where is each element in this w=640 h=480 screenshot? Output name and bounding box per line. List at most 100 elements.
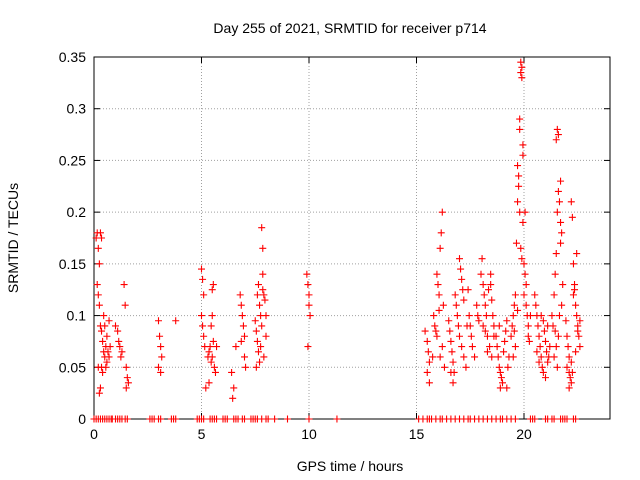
data-point [96, 229, 104, 237]
data-point [565, 384, 573, 392]
data-point [555, 312, 563, 320]
data-point [540, 327, 548, 335]
data-point [261, 296, 269, 304]
data-point [507, 332, 515, 340]
data-point [563, 363, 571, 371]
data-point [105, 353, 113, 361]
data-point [499, 379, 506, 387]
data-point [531, 291, 539, 299]
data-point [573, 312, 581, 320]
data-point [558, 301, 566, 309]
y-tick-label: 0.1 [67, 308, 87, 324]
data-point [106, 343, 114, 351]
data-point [155, 317, 162, 325]
data-point [568, 368, 576, 376]
data-point [479, 322, 487, 330]
data-point [567, 198, 575, 206]
data-point [489, 312, 497, 320]
data-point [156, 332, 164, 340]
data-point [172, 415, 180, 423]
data-point [223, 415, 231, 423]
data-points [90, 58, 584, 423]
data-point [542, 374, 549, 382]
grid-lines [94, 57, 610, 419]
data-point [526, 312, 534, 320]
data-point [536, 343, 544, 351]
data-point [445, 317, 453, 325]
data-point [105, 317, 113, 325]
data-point [228, 368, 236, 376]
data-point [557, 218, 565, 226]
data-point [552, 136, 560, 144]
data-point [511, 343, 519, 351]
data-point [521, 270, 529, 278]
data-point [478, 255, 486, 263]
data-point [514, 198, 522, 206]
data-point [438, 343, 446, 351]
data-point [104, 348, 112, 356]
chart-title: Day 255 of 2021, SRMTID for receiver p71… [213, 20, 486, 36]
data-point [436, 244, 444, 252]
data-point [424, 348, 432, 356]
data-point [117, 353, 125, 361]
data-point [522, 301, 530, 309]
data-point [515, 182, 523, 190]
data-point [95, 389, 103, 397]
data-point [264, 415, 272, 423]
data-point [260, 353, 268, 361]
data-point [565, 353, 573, 361]
data-point [548, 312, 556, 320]
data-point [425, 379, 433, 387]
data-point [431, 322, 439, 330]
data-point [118, 348, 126, 356]
data-point [460, 353, 468, 361]
data-point [101, 322, 109, 330]
data-point [535, 358, 543, 366]
data-point [539, 368, 547, 376]
data-point [103, 358, 111, 366]
data-point [202, 384, 210, 392]
data-point [95, 260, 103, 268]
data-point [114, 327, 122, 335]
data-point [550, 353, 558, 361]
data-point [436, 353, 444, 361]
data-point [488, 353, 496, 361]
y-tick-label: 0 [78, 411, 86, 427]
x-tick-label: 20 [516, 426, 532, 442]
data-point [102, 363, 110, 371]
data-point [454, 322, 462, 330]
data-point [494, 353, 502, 361]
data-point [251, 317, 259, 325]
data-point [124, 379, 132, 387]
data-point [94, 244, 102, 252]
data-point [575, 332, 583, 340]
data-point [458, 275, 466, 283]
data-point [521, 208, 529, 216]
data-point [439, 301, 447, 309]
data-point [485, 286, 493, 294]
data-point [456, 332, 463, 340]
data-point [524, 332, 532, 340]
data-point [483, 348, 491, 356]
data-point [421, 327, 429, 335]
data-point [122, 384, 130, 392]
data-point [486, 343, 494, 351]
data-point [437, 229, 445, 237]
data-point [121, 301, 129, 309]
plot-frame [93, 56, 611, 420]
data-point [551, 327, 559, 335]
data-point [198, 312, 205, 320]
x-tick-label: 0 [90, 426, 98, 442]
data-point [488, 296, 496, 304]
data-point [198, 265, 205, 273]
data-point [573, 250, 581, 258]
data-point [569, 260, 577, 268]
data-point [200, 291, 208, 299]
data-point [438, 208, 446, 216]
data-point [99, 337, 107, 345]
data-point [559, 281, 567, 289]
data-point [553, 363, 561, 371]
data-point [423, 337, 431, 345]
x-tick-label: 15 [409, 426, 425, 442]
data-point [501, 337, 509, 345]
